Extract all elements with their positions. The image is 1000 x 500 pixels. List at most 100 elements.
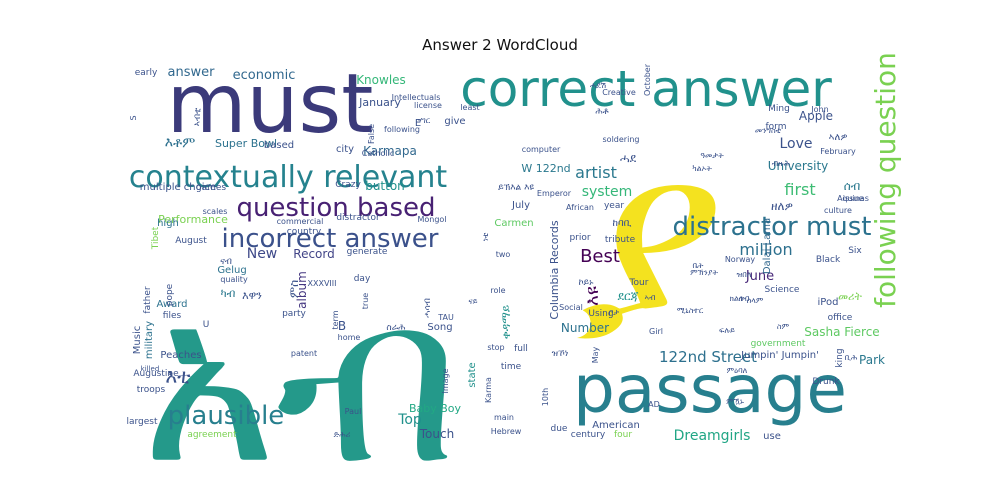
word-37: Columbia Records — [548, 220, 561, 319]
word-186: ስም — [777, 322, 790, 331]
word-120: Paul — [345, 407, 362, 416]
chart-title: Answer 2 WordCloud — [422, 36, 578, 54]
word-84: agreement — [187, 430, 237, 440]
word-138: B — [338, 319, 346, 333]
word-91: prior — [569, 233, 590, 243]
word-104: issue — [843, 194, 864, 203]
word-177: ሕቶ — [595, 107, 608, 117]
word-12: artist — [575, 163, 617, 182]
word-166: ምዕባለ — [727, 366, 748, 375]
word-147: ደርጃ — [617, 289, 638, 303]
word-75: generate — [347, 247, 388, 257]
word-49: Award — [156, 299, 187, 310]
word-78: files — [163, 311, 182, 321]
word-97: October — [643, 63, 652, 96]
word-175: ብዙሕ — [772, 159, 791, 168]
word-130: early — [135, 68, 158, 78]
word-2: passage — [573, 351, 847, 428]
word-161: ሓደሽ — [590, 81, 606, 90]
word-154: ኣለዎ — [829, 132, 848, 143]
word-159: ካልኦት — [692, 164, 712, 173]
word-4: correct answer — [460, 60, 832, 118]
word-13: first — [784, 180, 815, 199]
word-20: economic — [233, 68, 296, 83]
word-14: million — [739, 240, 792, 259]
word-115: Karma — [484, 377, 493, 403]
word-183: ክልተ — [730, 294, 745, 303]
word-19: system — [582, 184, 633, 200]
word-59: August — [175, 236, 207, 246]
word-10: plausible — [168, 401, 285, 431]
word-102: Aquinas — [837, 194, 869, 203]
word-133: following — [384, 125, 420, 134]
word-88: commercial — [277, 217, 324, 226]
word-21: answer — [168, 65, 216, 80]
word-157: ኮይኑ — [579, 278, 595, 288]
word-117: main — [494, 413, 514, 422]
word-71: due — [551, 424, 568, 434]
word-93: Emperor — [537, 189, 572, 198]
word-94: computer — [522, 145, 561, 154]
word-168: ናብ — [220, 257, 232, 267]
word-44: American — [592, 420, 640, 431]
word-158: ዝኾነ — [552, 349, 569, 359]
word-54: state — [467, 362, 478, 387]
word-98: Ming — [768, 104, 790, 114]
word-125: true — [361, 293, 370, 309]
word-108: Tour — [629, 278, 649, 288]
word-22: Karmapa — [363, 144, 417, 158]
word-82: Augustine — [133, 369, 179, 379]
word-17: Love — [779, 136, 812, 152]
word-86: Tibet — [151, 226, 161, 250]
word-48: military — [144, 321, 155, 359]
word-24: Record — [293, 247, 334, 261]
word-113: May — [591, 346, 600, 363]
word-80: father — [143, 286, 153, 313]
word-90: tribute — [605, 235, 636, 245]
word-33: Apple — [799, 109, 833, 123]
word-178: ስራሕ — [386, 323, 405, 333]
word-144: እዩ — [582, 286, 603, 306]
word-101: February — [820, 147, 856, 156]
word-163: ኣብቲ — [193, 108, 203, 127]
word-66: Six — [848, 246, 862, 256]
word-1: አብ — [141, 248, 458, 500]
word-50: Carmen — [494, 218, 533, 229]
word-184: ሰላም — [747, 296, 764, 305]
word-87: distractor — [336, 213, 380, 223]
word-185: ሰብ — [738, 294, 749, 303]
word-35: Super Bowl — [215, 137, 277, 150]
word-8: incorrect answer — [222, 224, 439, 254]
word-112: two — [496, 250, 511, 259]
word-46: Peaches — [160, 350, 201, 361]
word-51: iPod — [818, 297, 839, 308]
word-110: Social — [559, 303, 583, 312]
word-170: ቢሕ — [845, 353, 858, 362]
word-109: Using — [588, 309, 613, 319]
word-0: ያ — [575, 98, 726, 389]
word-3: must — [167, 57, 374, 152]
word-103: culture — [824, 206, 852, 215]
word-72: time — [501, 362, 522, 372]
word-160: ዓመታት — [700, 151, 724, 160]
word-114: stop — [487, 343, 504, 352]
word-105: Norway — [725, 255, 756, 264]
word-152: መሪት — [838, 290, 862, 303]
word-6: following question — [869, 52, 902, 308]
word-5: contextually relevant — [129, 160, 448, 195]
word-149: ቀዳማይ — [499, 305, 513, 340]
word-136: Intellectuals — [392, 93, 441, 102]
word-36: Baby Boy — [409, 402, 462, 415]
word-42: Dalai Lama — [762, 218, 773, 274]
word-77: party — [282, 309, 306, 319]
word-140: U — [203, 320, 210, 330]
word-16: Dreamgirls — [674, 428, 751, 444]
word-146: ሰብ — [844, 179, 861, 193]
word-81: troops — [137, 385, 166, 395]
word-73: full — [514, 344, 528, 354]
word-28: Park — [859, 353, 885, 367]
word-172: ናይ — [468, 297, 477, 306]
word-169: ድሕሪ — [334, 430, 351, 439]
word-27: June — [745, 269, 774, 284]
word-128: killed — [141, 365, 160, 373]
